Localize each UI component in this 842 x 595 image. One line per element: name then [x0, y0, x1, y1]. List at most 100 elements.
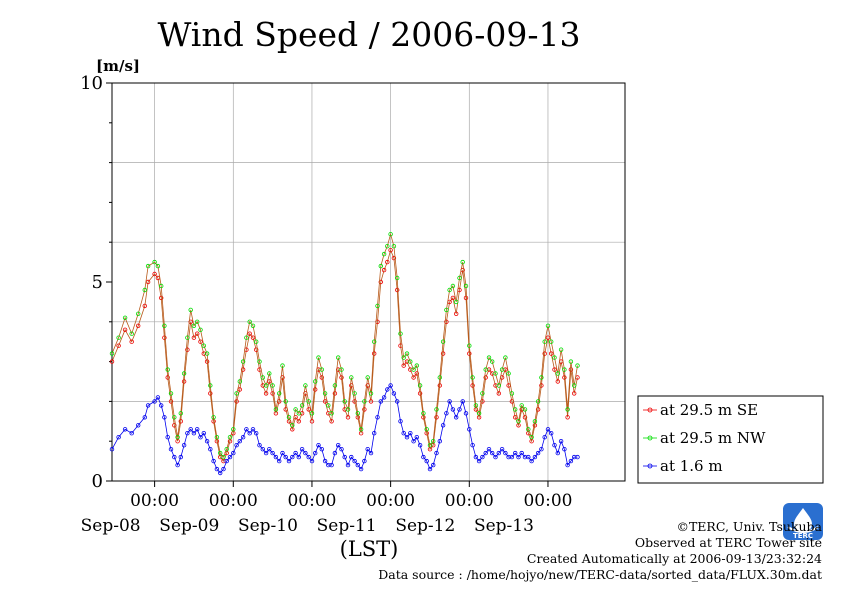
data-point: [181, 443, 187, 448]
data-point: [362, 458, 367, 464]
data-point: [342, 454, 347, 460]
x-tick-time-label: 00:00: [130, 491, 179, 511]
data-point: [411, 439, 416, 444]
data-point: [237, 379, 242, 384]
data-point: [290, 423, 295, 428]
data-point: [490, 450, 495, 456]
data-point: [172, 415, 177, 420]
data-point: [204, 359, 210, 364]
legend-label: at 29.5 m NW: [660, 429, 766, 447]
data-point: [234, 443, 239, 448]
data-point: [427, 443, 433, 448]
data-point: [565, 415, 570, 420]
data-point: [224, 458, 229, 464]
data-point: [414, 371, 419, 376]
data-point: [142, 287, 147, 293]
data-point: [260, 375, 265, 380]
data-point: [575, 363, 580, 368]
data-point: [417, 391, 423, 396]
data-point: [424, 427, 429, 432]
data-point: [306, 399, 311, 404]
data-point: [129, 339, 134, 344]
data-point: [568, 458, 574, 464]
data-point: [214, 439, 220, 444]
data-point: [280, 450, 285, 456]
data-point: [188, 307, 193, 313]
data-point: [155, 263, 161, 269]
data-point: [562, 367, 567, 372]
data-point: [476, 415, 482, 420]
series-2: [109, 383, 580, 476]
data-point: [254, 339, 259, 344]
data-point: [388, 231, 393, 237]
data-point: [116, 335, 121, 340]
data-point: [450, 283, 456, 289]
data-point: [250, 427, 256, 432]
data-point: [362, 407, 367, 412]
data-point: [568, 367, 574, 372]
data-point: [388, 247, 393, 253]
data-point: [142, 303, 147, 309]
data-point: [254, 347, 259, 352]
data-point: [257, 443, 262, 448]
data-point: [440, 351, 446, 356]
legend-label: at 1.6 m: [660, 457, 723, 475]
data-point: [529, 439, 534, 444]
x-tick-day-label: Sep-08: [81, 516, 141, 536]
data-point: [506, 371, 511, 376]
data-point: [155, 395, 161, 400]
data-point: [162, 335, 167, 340]
data-point: [299, 447, 305, 452]
data-point: [362, 399, 367, 404]
data-point: [322, 458, 328, 464]
data-point: [201, 431, 206, 436]
data-point: [185, 347, 190, 352]
data-point: [283, 454, 288, 460]
data-point: [378, 263, 383, 269]
x-axis-label: (LST): [340, 537, 399, 561]
data-point: [381, 267, 387, 273]
data-point: [529, 458, 534, 464]
data-point: [273, 407, 279, 412]
data-point: [414, 363, 419, 368]
data-point: [283, 399, 288, 404]
data-point: [237, 439, 242, 444]
data-point: [483, 375, 488, 380]
data-point: [326, 403, 331, 408]
credits-block: ©TERC, Univ. Tsukuba Observed at TERC To…: [378, 519, 822, 583]
data-point: [178, 454, 183, 460]
data-point: [221, 458, 226, 464]
data-point: [257, 359, 262, 364]
data-point: [444, 307, 449, 313]
data-point: [457, 407, 462, 412]
data-point: [562, 375, 567, 380]
data-point: [355, 462, 360, 468]
data-point: [444, 319, 449, 324]
data-point: [509, 391, 515, 396]
data-point: [293, 450, 298, 456]
data-point: [404, 435, 410, 440]
data-point: [421, 415, 426, 420]
legend-box: [637, 395, 824, 484]
data-point: [401, 431, 406, 436]
data-point: [480, 399, 485, 404]
data-point: [198, 327, 203, 332]
data-point: [244, 427, 249, 432]
data-point: [313, 379, 318, 384]
data-point: [440, 339, 446, 344]
data-point: [250, 323, 256, 328]
data-point: [168, 391, 174, 396]
data-point: [535, 450, 541, 456]
x-tick-time-label: 00:00: [523, 491, 572, 511]
data-point: [555, 379, 560, 384]
data-point: [545, 323, 551, 328]
data-point: [378, 399, 383, 404]
data-point: [375, 303, 380, 309]
data-point: [421, 454, 426, 460]
data-point: [535, 399, 541, 404]
series-1: [109, 231, 580, 460]
data-point: [381, 395, 387, 400]
data-point: [309, 458, 315, 464]
data-point: [198, 339, 203, 344]
